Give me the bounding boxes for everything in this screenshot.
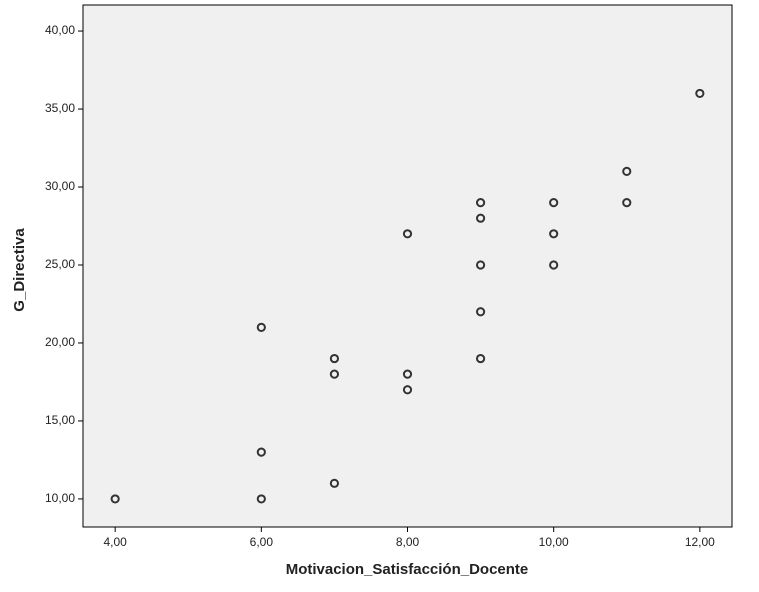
point (475, 213, 486, 223)
point (256, 447, 266, 457)
point (256, 322, 266, 332)
point (402, 385, 413, 395)
point (256, 494, 266, 504)
y-tick-label: 30,00 (45, 179, 75, 193)
point (110, 494, 120, 504)
point (402, 369, 413, 379)
x-tick-label: 10,00 (539, 535, 569, 549)
y-tick-label: 10,00 (45, 491, 75, 505)
y-tick-label: 25,00 (45, 257, 75, 271)
point (622, 166, 632, 177)
y-tick-label: 20,00 (45, 335, 75, 349)
y-tick-label: 15,00 (45, 413, 75, 427)
point (695, 88, 705, 99)
point (402, 229, 413, 239)
y-axis-title: G_Directiva (11, 228, 28, 312)
x-axis-title: Motivacion_Satisfacción_Docente (286, 561, 529, 578)
x-tick-label: 4,00 (103, 535, 127, 549)
y-tick-label: 35,00 (45, 101, 75, 115)
point (549, 260, 559, 270)
point (475, 353, 486, 364)
point (549, 198, 559, 208)
point (622, 198, 632, 208)
x-tick-label: 8,00 (396, 535, 420, 549)
x-tick-label: 12,00 (685, 535, 715, 549)
point (549, 229, 559, 239)
point (329, 353, 340, 364)
x-tick-label: 6,00 (250, 535, 274, 549)
point (329, 369, 340, 379)
point (475, 198, 486, 208)
plot-area (82, 4, 733, 528)
y-tick-label: 40,00 (45, 23, 75, 37)
point (475, 307, 486, 317)
point (329, 478, 340, 488)
point (475, 260, 486, 270)
